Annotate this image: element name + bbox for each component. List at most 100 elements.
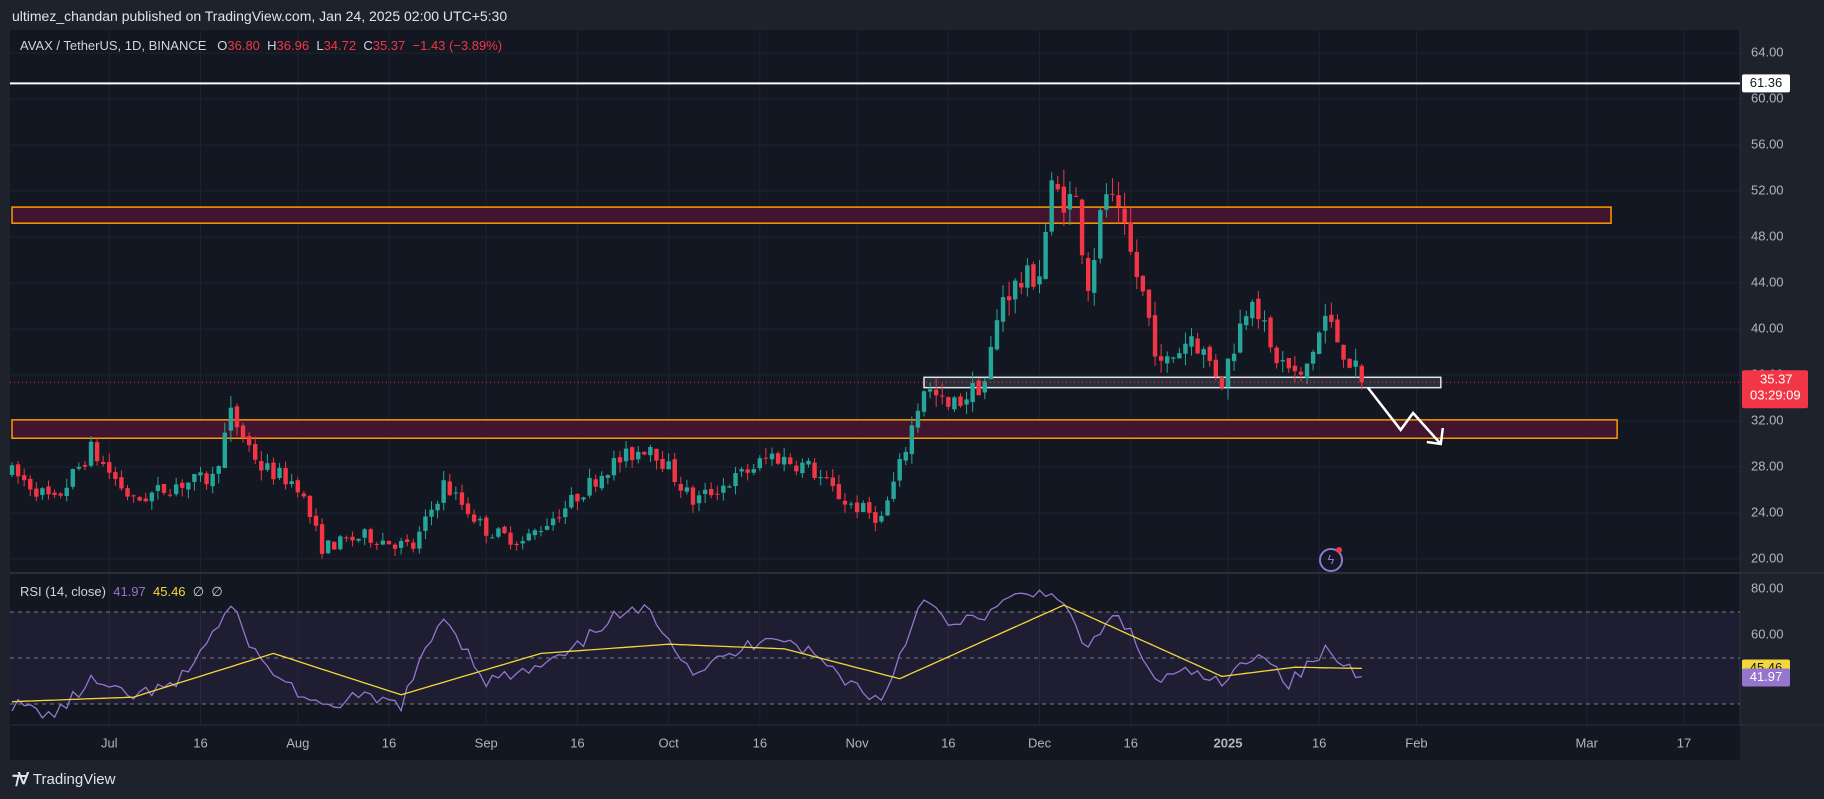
candle-body (338, 536, 343, 550)
time-tick-label: 16 (1312, 735, 1326, 750)
candle-body (167, 494, 173, 496)
candle-body (739, 469, 744, 472)
time-tick-label: Oct (659, 735, 680, 750)
rsi-title[interactable]: RSI (14, close) (20, 584, 106, 599)
candle-body (842, 500, 848, 505)
rsi-empty-1: ∅ (192, 584, 205, 599)
candle-body (107, 462, 112, 473)
symbol-label[interactable]: AVAX / TetherUS, 1D, BINANCE (20, 38, 207, 53)
candle-body (927, 389, 933, 392)
candle-body (356, 538, 361, 541)
candle-body (544, 525, 550, 530)
candle-body (933, 389, 939, 396)
candle-body (629, 447, 635, 461)
candle-body (143, 498, 148, 502)
candle-body (867, 502, 872, 513)
candle-body (550, 518, 556, 526)
candle-body (788, 457, 793, 465)
candle-body (1055, 183, 1060, 190)
high-value: 36.96 (276, 38, 310, 53)
rsi-badge-label: 41.97 (1750, 669, 1783, 684)
candle-body (204, 473, 209, 485)
candle-body (1116, 195, 1121, 207)
candle-body (599, 475, 604, 489)
candle-body (283, 468, 288, 485)
candle-body (1237, 323, 1243, 353)
tradingview-logo[interactable]: ⁊ꓯ TradingView (12, 769, 115, 789)
candle-body (471, 514, 477, 522)
candle-body (721, 485, 726, 493)
candle-body (417, 531, 422, 549)
candle-body (763, 457, 769, 459)
candle-body (386, 540, 392, 545)
candle-body (1037, 276, 1042, 285)
candle-body (642, 451, 647, 455)
candle-body (405, 539, 410, 542)
candle-body (1310, 351, 1316, 364)
candle-body (1067, 194, 1073, 210)
candle-body (903, 451, 908, 461)
time-tick-label: Sep (475, 735, 498, 750)
rsi-value-badge (1742, 668, 1790, 687)
candle-body (271, 462, 276, 480)
candle-body (1000, 297, 1006, 322)
candle-body (1250, 301, 1255, 319)
price-tick-label: 64.00 (1751, 44, 1784, 59)
rsi-value: 41.97 (113, 584, 146, 599)
price-tick-label: 24.00 (1751, 504, 1784, 519)
candle-body (581, 497, 586, 500)
price-tick-label: 32.00 (1751, 412, 1784, 427)
candle-body (1013, 280, 1018, 300)
price-tick-label: 20.00 (1751, 550, 1784, 565)
candle-body (757, 458, 763, 469)
rsi-ma-line (11, 604, 1362, 703)
candle-body (970, 383, 975, 403)
candle-body (1043, 231, 1048, 280)
candle-body (1073, 195, 1079, 197)
candle-body (988, 346, 994, 380)
candle-body (1049, 180, 1054, 232)
candle-body (1219, 377, 1225, 388)
candle-body (180, 482, 185, 488)
candle-body (636, 451, 641, 460)
candle-body (1256, 298, 1261, 320)
candle-body (210, 473, 215, 487)
candle-body (654, 448, 659, 461)
candle-body (569, 494, 574, 508)
time-tick-label: 16 (941, 735, 955, 750)
time-tick-label: Nov (846, 735, 870, 750)
candle-body (46, 486, 51, 495)
candle-body (76, 466, 82, 469)
candle-body (423, 516, 428, 531)
candle-body (952, 397, 957, 410)
candle-body (751, 469, 756, 473)
change-value: −1.43 (−3.89%) (412, 38, 503, 53)
candle-body (1006, 296, 1012, 301)
chart-canvas[interactable]: 64.0060.0056.0052.0048.0044.0040.0036.00… (0, 30, 1824, 760)
time-tick-label: 16 (753, 735, 767, 750)
candle-body (1317, 332, 1322, 354)
last-price-badge (1742, 370, 1808, 409)
candle-body (976, 380, 981, 396)
flash-icon[interactable]: ϟ (1319, 548, 1343, 572)
footer-bar: ⁊ꓯ TradingView (0, 760, 1824, 799)
rsi-line (11, 589, 1362, 719)
candle-body (1286, 358, 1291, 369)
candle-body (557, 517, 562, 519)
candle-body (465, 503, 471, 515)
price-tick-label: 52.00 (1751, 182, 1784, 197)
candle-body (1128, 222, 1133, 252)
time-tick-label: 16 (1123, 735, 1137, 750)
candle-body (678, 483, 683, 491)
candle-body (240, 425, 246, 438)
candle-body (52, 492, 57, 495)
tv-logo-icon: ⁊ꓯ (12, 771, 29, 788)
candle-body (1025, 265, 1030, 288)
candle-body (617, 457, 623, 463)
candle-body (1231, 353, 1237, 362)
candle-body (253, 444, 258, 460)
candle-body (1189, 336, 1194, 347)
last-price-label: 35.37 (1760, 372, 1793, 387)
rsi-pane (10, 589, 1740, 719)
candle-body (1079, 199, 1085, 256)
